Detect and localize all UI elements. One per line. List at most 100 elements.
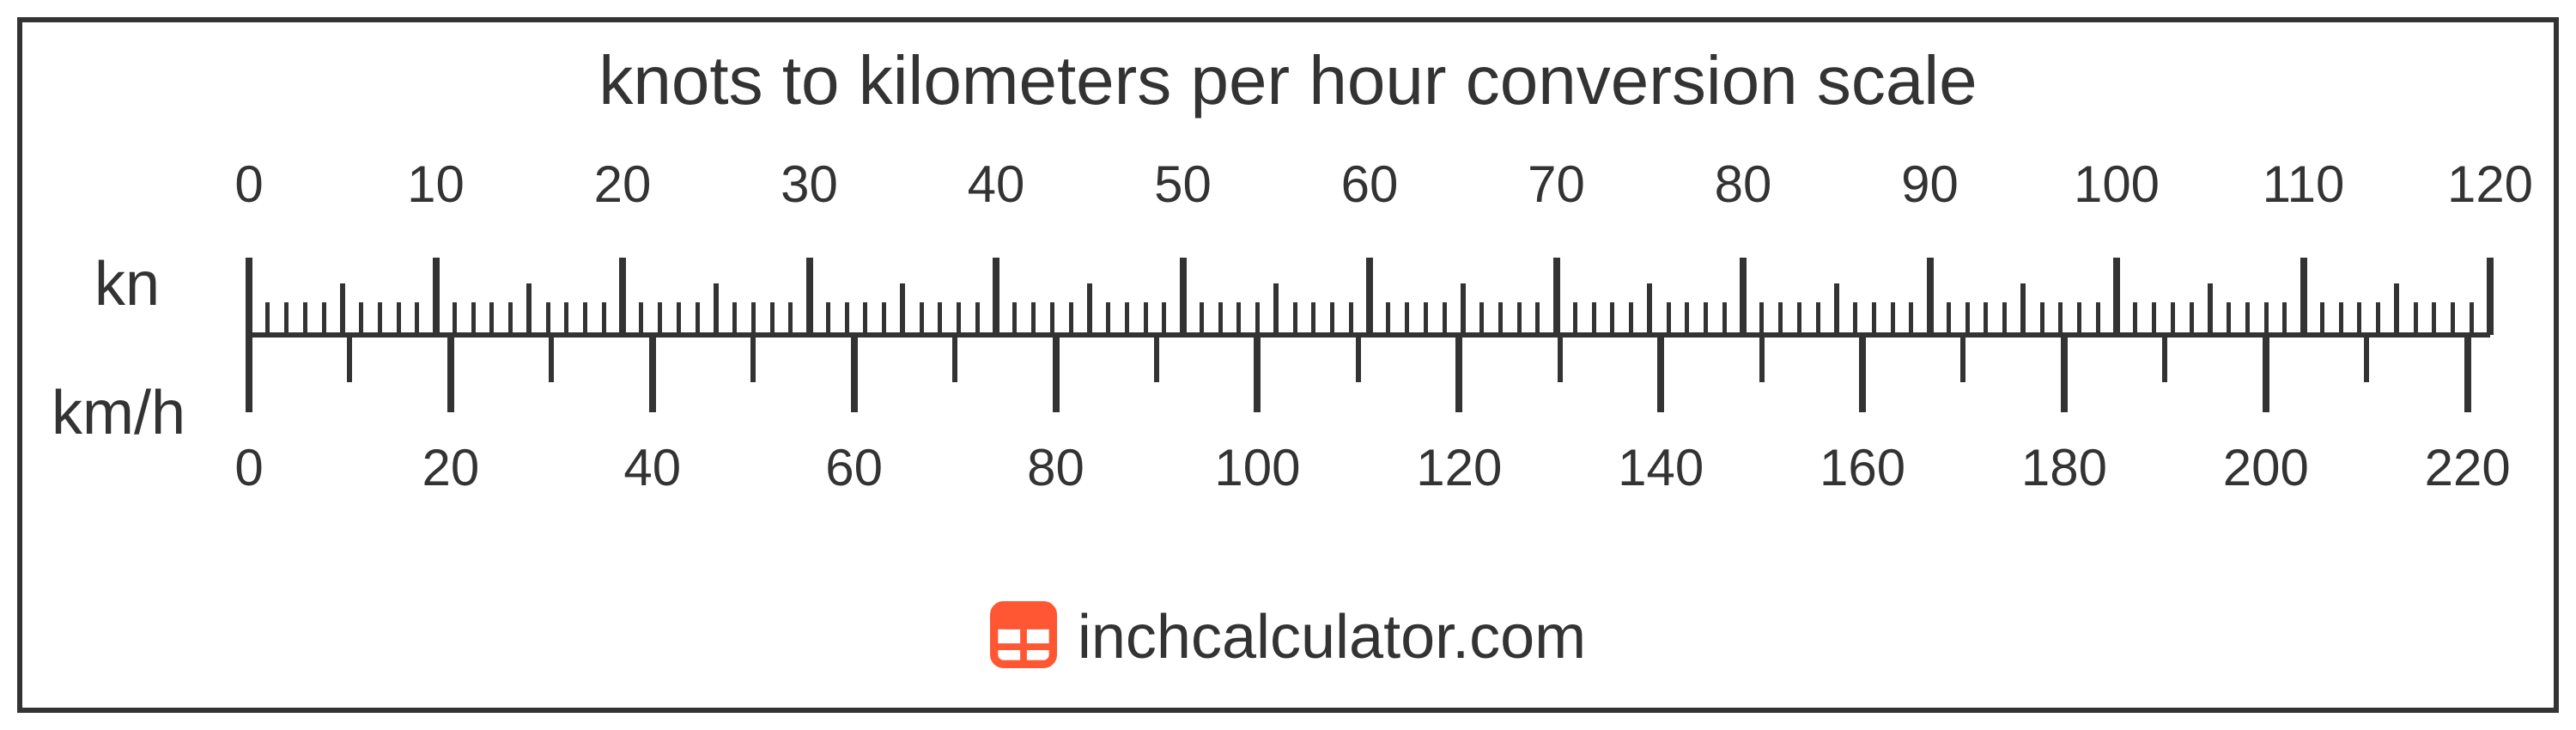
top_scale-tick	[583, 302, 587, 335]
top_scale-tick	[1834, 283, 1839, 335]
top_scale-tick-label: 70	[1528, 155, 1585, 214]
top_scale-tick-label: 100	[2074, 155, 2160, 214]
top_scale-tick	[1293, 302, 1297, 335]
top_scale-tick	[2245, 302, 2250, 335]
top_scale-tick-label: 0	[234, 155, 263, 214]
top_scale-tick	[2152, 302, 2156, 335]
top_scale-tick	[1629, 302, 1633, 335]
top_scale-tick	[1087, 283, 1092, 335]
top_scale-tick-label: 10	[407, 155, 465, 214]
top_scale-tick	[2040, 302, 2044, 335]
bottom_scale-tick	[1053, 335, 1060, 412]
top_scale-tick	[1366, 258, 1373, 335]
top_scale-tick	[453, 302, 457, 335]
top_scale-tick	[993, 258, 999, 335]
bottom_scale-tick-label: 140	[1618, 438, 1704, 497]
top_scale-tick	[770, 302, 775, 335]
top_scale-tick-label: 60	[1341, 155, 1399, 214]
top_scale-tick	[2096, 302, 2100, 335]
bottom_scale-tick-label: 40	[623, 438, 681, 497]
top_scale-tick	[1573, 302, 1577, 335]
top_scale-tick	[2414, 302, 2418, 335]
top_scale-tick	[2264, 302, 2269, 335]
top_scale-tick	[1386, 302, 1390, 335]
top_scale-tick	[1647, 283, 1652, 335]
bottom_scale-tick	[2263, 335, 2269, 412]
top_scale-tick	[322, 302, 326, 335]
top_scale-tick	[1778, 302, 1783, 335]
top_scale-tick	[546, 302, 550, 335]
top_scale-tick	[788, 302, 793, 335]
top_scale-tick	[1704, 302, 1708, 335]
top_scale-tick	[1853, 302, 1857, 335]
bottom_scale-tick	[2162, 335, 2167, 382]
top_scale-tick	[1069, 302, 1073, 335]
top_scale-tick	[751, 302, 756, 335]
bottom_scale-tick	[1254, 335, 1261, 412]
bottom_scale-tick-label: 180	[2021, 438, 2107, 497]
top_scale-tick	[1535, 302, 1540, 335]
top_scale-tick-label: 50	[1154, 155, 1212, 214]
top_scale-tick	[284, 302, 289, 335]
top_scale-tick	[938, 302, 942, 335]
top_scale-tick	[508, 302, 513, 335]
top_scale-tick	[732, 302, 737, 335]
top_scale-tick	[845, 302, 849, 335]
top_scale-tick	[602, 302, 606, 335]
top_scale-tick	[359, 302, 363, 335]
bottom_scale-tick	[649, 335, 656, 412]
top_scale-tick	[433, 258, 440, 335]
bottom_scale-unit-label: km/h	[52, 378, 185, 448]
top_scale-tick	[658, 302, 662, 335]
calculator-icon	[990, 601, 1057, 668]
top_scale-tick-label: 120	[2447, 155, 2533, 214]
bottom_scale-tick-label: 200	[2223, 438, 2309, 497]
top_scale-tick	[696, 302, 700, 335]
bottom_scale-tick-label: 0	[234, 438, 263, 497]
top_scale-tick	[1610, 302, 1614, 335]
top_scale-tick	[882, 302, 886, 335]
top_scale-tick	[2171, 302, 2175, 335]
top_scale-tick	[2339, 302, 2343, 335]
top_scale-tick	[2208, 283, 2213, 335]
bottom_scale-tick	[1558, 335, 1563, 382]
top_scale-tick	[1180, 258, 1187, 335]
top_scale-tick	[1517, 302, 1522, 335]
top_scale-tick	[2451, 302, 2455, 335]
top_scale-tick	[1255, 302, 1260, 335]
bottom_scale-tick	[1657, 335, 1664, 412]
page-title: knots to kilometers per hour conversion …	[0, 41, 2576, 120]
top_scale-tick	[1144, 302, 1148, 335]
top_scale-tick	[1330, 302, 1334, 335]
bottom_scale-baseline	[249, 332, 2490, 338]
top_scale-tick-label: 80	[1715, 155, 1772, 214]
top_scale-tick	[920, 302, 924, 335]
bottom_scale-tick	[1154, 335, 1159, 382]
bottom_scale-tick	[2364, 335, 2369, 382]
top_scale-tick	[303, 302, 307, 335]
top_scale-tick	[2357, 302, 2361, 335]
top_scale-tick	[1722, 302, 1727, 335]
top_scale-tick	[1200, 302, 1204, 335]
top_scale-tick	[1553, 258, 1560, 335]
top_scale-tick	[2058, 302, 2063, 335]
top_scale-tick	[2376, 302, 2380, 335]
top_scale-tick	[2282, 302, 2287, 335]
top_scale-tick	[1498, 302, 1503, 335]
footer-inner: inchcalculator.com	[990, 601, 1586, 672]
footer-text: inchcalculator.com	[1078, 602, 1586, 672]
bottom_scale-tick	[952, 335, 957, 382]
bottom_scale-tick-label: 220	[2425, 438, 2511, 497]
top_scale-tick	[526, 283, 532, 335]
top_scale-tick	[639, 302, 643, 335]
top_scale-tick	[1405, 302, 1409, 335]
top_scale-tick	[1218, 302, 1223, 335]
bottom_scale-tick	[549, 335, 554, 382]
top_scale-tick	[265, 302, 270, 335]
bottom_scale-tick-label: 160	[1820, 438, 1905, 497]
top_scale-tick	[2113, 258, 2120, 335]
top_scale-tick	[1872, 302, 1876, 335]
top_scale-tick	[415, 302, 419, 335]
top_scale-tick	[471, 302, 476, 335]
top_scale-tick	[1162, 302, 1166, 335]
